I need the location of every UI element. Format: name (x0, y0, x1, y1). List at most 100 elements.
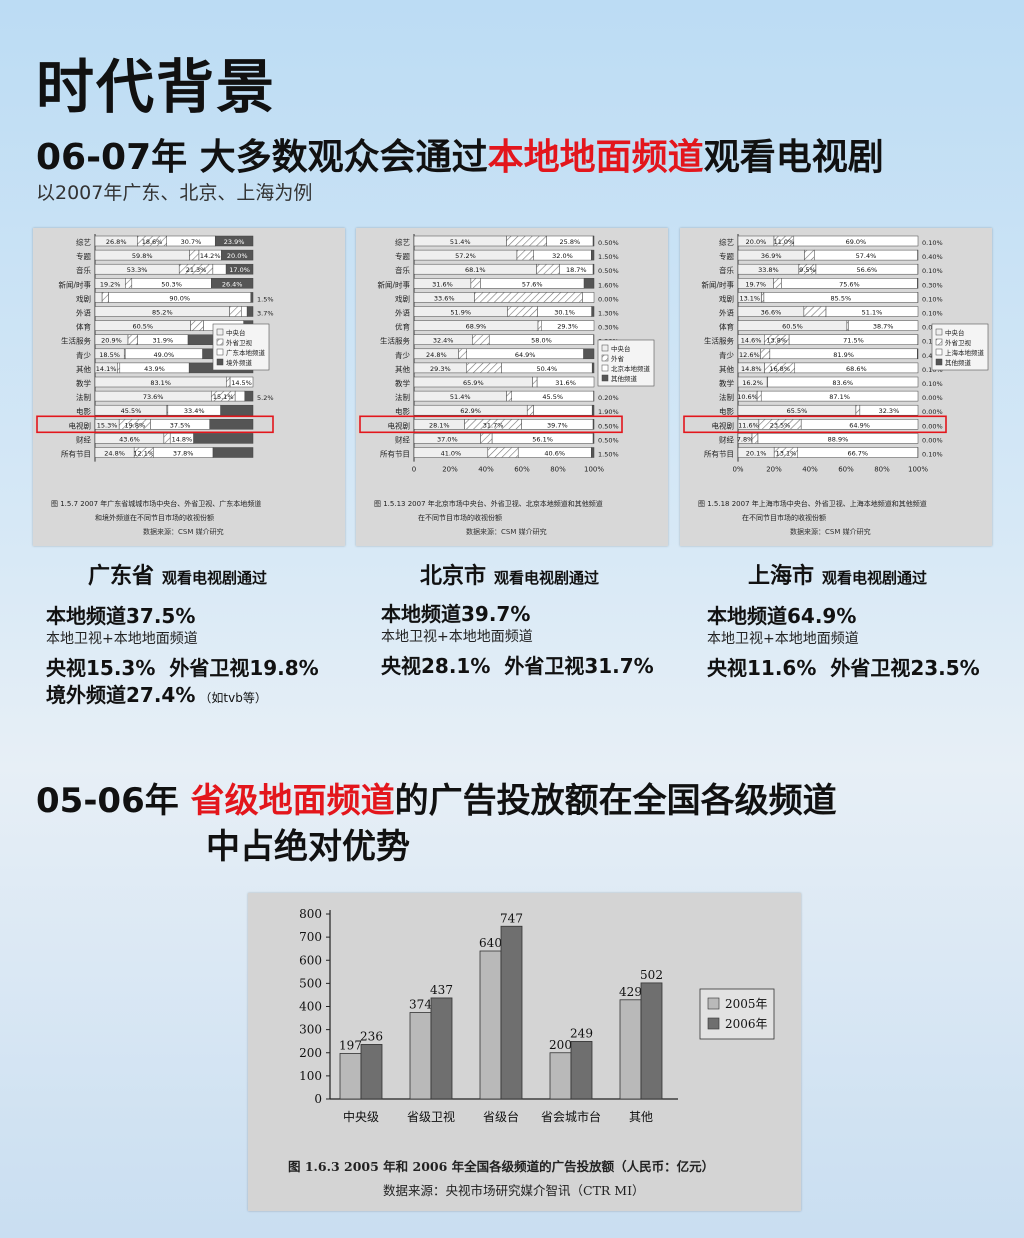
segment-label: 57.4% (856, 252, 877, 260)
segment-label: 39.7% (547, 421, 568, 429)
section1-suffix: 观看电视剧 (703, 137, 884, 178)
legend-swatch (601, 364, 609, 372)
row-label: 教学 (76, 378, 91, 388)
segment-label: 19.8% (124, 421, 145, 429)
bar-2006 (570, 1041, 593, 1100)
segment-label: 81.9% (833, 351, 854, 359)
bar-2005 (479, 950, 502, 1100)
segment-label: 58.0% (531, 337, 552, 345)
share-segment (101, 292, 109, 303)
shanghai-local-note: 本地卫视+本地地面频道 (707, 631, 859, 647)
other-share-label: 0.10% (922, 239, 943, 247)
share-segment (189, 249, 200, 261)
share-segment (592, 235, 595, 247)
guangdong-foreign-value: 境外频道27.4% (46, 683, 196, 707)
beijing-cctv: 央视28.1% (381, 654, 491, 678)
bar-value-label: 374 (409, 998, 432, 1012)
figure-source: 数据来源：CSM 媒介研究 (790, 527, 871, 536)
y-tick-label: 400 (299, 1000, 322, 1014)
segment-label: 14.8% (741, 365, 762, 373)
chart-legend (699, 988, 775, 1040)
segment-label: 51.9% (450, 309, 471, 317)
segment-label: 28.1% (429, 421, 450, 429)
segment-label: 33.6% (434, 294, 455, 302)
share-segment (804, 249, 815, 261)
row-label: 教学 (719, 378, 734, 388)
segment-label: 29.3% (557, 323, 578, 331)
other-share-label: 0.10% (922, 380, 943, 388)
y-tick-label: 800 (299, 907, 322, 921)
guangdong-prov: 外省卫视19.8% (169, 656, 319, 680)
legend-swatch (216, 338, 224, 346)
segment-label: 56.1% (532, 435, 553, 443)
guangdong-foreign: 境外频道27.4% （如tvb等） (46, 679, 267, 708)
segment-label: 37.5% (170, 421, 191, 429)
segment-label: 65.5% (787, 407, 808, 415)
y-tick-label: 600 (299, 953, 322, 967)
segment-label: 12.1% (133, 450, 154, 458)
segment-label: 57.2% (455, 252, 476, 260)
shanghai-cctv: 央视11.6% (707, 656, 817, 680)
legend-swatch (216, 348, 224, 356)
row-label: 专题 (76, 251, 91, 261)
share-segment (211, 278, 254, 289)
legend-swatch (707, 1017, 720, 1030)
bar-value-label: 437 (430, 983, 453, 997)
shanghai-heading: 上海市 观看电视剧通过 (748, 558, 927, 590)
segment-label: 51.1% (862, 309, 883, 317)
share-segment (506, 390, 512, 402)
segment-label: 37.0% (437, 435, 458, 443)
section2-heading: 05-06年 省级地面频道的广告投放额在全国各级频道 中占绝对优势 (36, 778, 837, 870)
segment-label: 32.4% (433, 337, 454, 345)
row-label: 外语 (719, 308, 734, 318)
segment-label: 10.6% (737, 393, 758, 401)
row-label: 青少 (76, 350, 91, 360)
other-share-label: 3.7% (257, 310, 274, 318)
row-label: 外语 (76, 308, 91, 318)
row-label: 生活服务 (380, 336, 410, 346)
segment-label: 9.5% (799, 266, 816, 274)
bar-2005 (619, 999, 642, 1100)
legend-label: 外省卫视 (945, 338, 972, 347)
y-tick-label: 700 (299, 930, 322, 944)
segment-label: 25.8% (560, 238, 581, 246)
figure-caption-line2: 和境外频道在不同节目市场的收视份额 (95, 513, 214, 522)
share-segment (190, 320, 204, 331)
share-segment (220, 404, 254, 416)
segment-label: 68.9% (466, 323, 487, 331)
share-segment (193, 433, 254, 444)
share-segment (761, 292, 765, 303)
segment-label: 15.3% (97, 421, 118, 429)
segment-label: 51.4% (450, 238, 471, 246)
other-share-label: 0.50% (598, 267, 619, 275)
section2-line2: 中占绝对优势 (206, 827, 410, 867)
segment-label: 43.6% (119, 435, 140, 443)
segment-label: 83.6% (832, 379, 853, 387)
segment-label: 13.1% (776, 450, 797, 458)
legend-label: 北京本地频道 (611, 364, 651, 373)
figure-caption: 图 1.5.13 2007 年北京市场中央台、外省卫视、北京本地频道和其他频道 (374, 499, 603, 508)
segment-label: 20.0% (227, 252, 248, 260)
row-label: 生活服务 (704, 336, 734, 346)
row-label: 其他 (76, 364, 91, 374)
segment-label: 60.5% (132, 323, 153, 331)
share-segment (226, 376, 231, 388)
legend-label: 中央台 (611, 344, 631, 353)
share-segment (470, 278, 481, 289)
beijing-via: 观看电视剧通过 (494, 569, 600, 587)
share-segment (506, 235, 547, 247)
segment-label: 30.7% (181, 238, 202, 246)
share-segment (591, 362, 595, 374)
segment-label: 31.6% (555, 379, 576, 387)
share-segment (458, 348, 467, 360)
row-label: 法制 (395, 392, 410, 402)
other-share-label: 0.10% (922, 451, 943, 459)
segment-label: 60.5% (782, 323, 803, 331)
y-tick-label: 0 (314, 1092, 322, 1106)
segment-label: 85.5% (831, 294, 852, 302)
segment-label: 50.4% (537, 365, 558, 373)
segment-label: 50.3% (161, 280, 182, 288)
section1-highlight: 本地地面频道 (487, 137, 704, 178)
segment-label: 18.7% (566, 266, 587, 274)
